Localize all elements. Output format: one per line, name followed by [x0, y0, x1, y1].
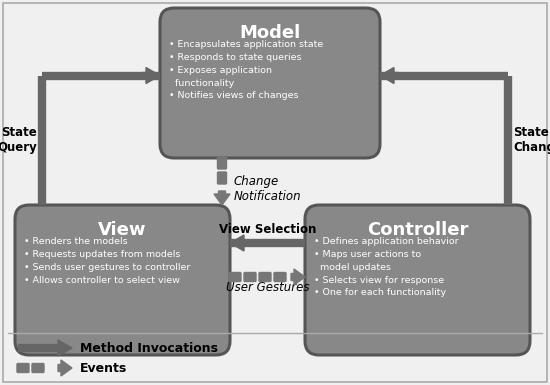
Text: State
Query: State Query	[0, 126, 37, 154]
FancyBboxPatch shape	[17, 363, 29, 373]
Text: Method Invocations: Method Invocations	[80, 341, 218, 355]
Text: User Gestures: User Gestures	[226, 281, 309, 294]
Polygon shape	[54, 340, 72, 356]
Text: • Renders the models
• Requests updates from models
• Sends user gestures to con: • Renders the models • Requests updates …	[24, 237, 190, 285]
Text: View Selection: View Selection	[219, 223, 316, 236]
Text: Model: Model	[239, 24, 301, 42]
Text: • Defines application behavior
• Maps user actions to
  model updates
• Selects : • Defines application behavior • Maps us…	[314, 237, 459, 297]
Text: • Encapsulates application state
• Responds to state queries
• Exposes applicati: • Encapsulates application state • Respo…	[169, 40, 323, 100]
FancyBboxPatch shape	[259, 273, 271, 281]
Polygon shape	[142, 67, 160, 84]
Text: State
Change: State Change	[513, 126, 550, 154]
Text: Controller: Controller	[367, 221, 468, 239]
FancyBboxPatch shape	[244, 273, 256, 281]
Polygon shape	[214, 191, 230, 205]
FancyBboxPatch shape	[229, 273, 241, 281]
FancyBboxPatch shape	[160, 8, 380, 158]
Text: Change
Notification: Change Notification	[234, 176, 301, 204]
Text: Events: Events	[80, 362, 127, 375]
Text: View: View	[98, 221, 147, 239]
FancyBboxPatch shape	[305, 205, 530, 355]
Polygon shape	[380, 67, 398, 84]
FancyBboxPatch shape	[15, 205, 230, 355]
FancyBboxPatch shape	[217, 157, 227, 169]
Polygon shape	[58, 360, 72, 376]
FancyBboxPatch shape	[217, 172, 227, 184]
FancyBboxPatch shape	[32, 363, 44, 373]
Polygon shape	[230, 235, 248, 251]
Polygon shape	[291, 269, 305, 285]
FancyBboxPatch shape	[274, 273, 286, 281]
